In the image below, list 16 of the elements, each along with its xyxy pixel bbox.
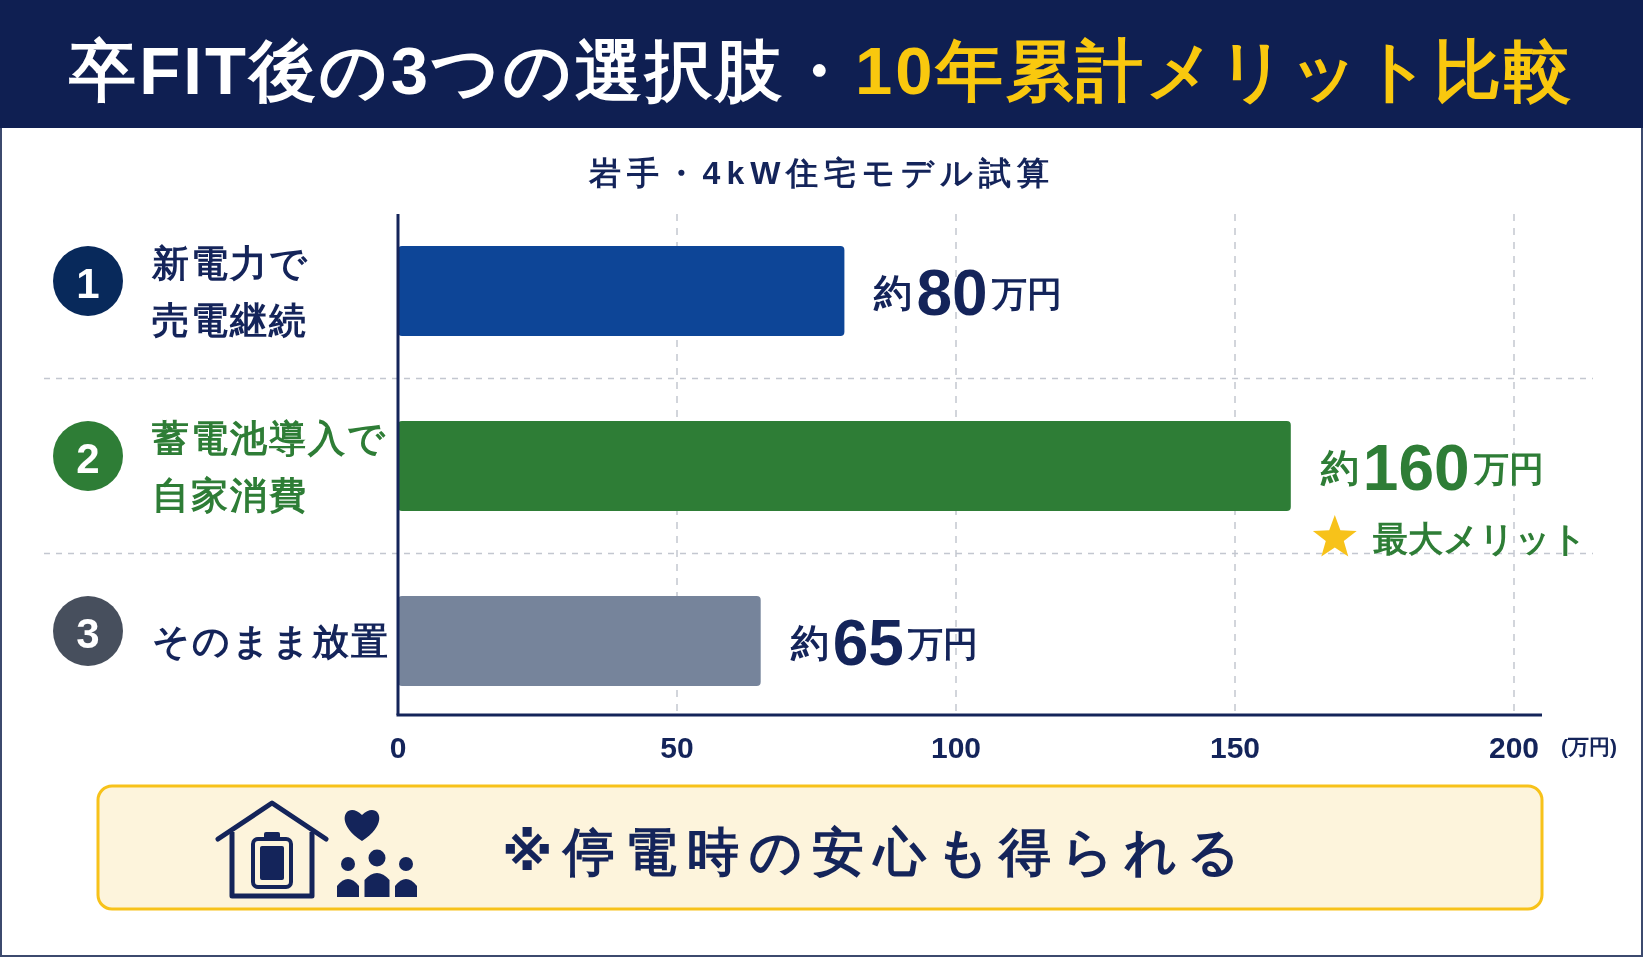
text: ※停電時の安心も得られる [502, 823, 1250, 881]
x-tick-label: 0 [389, 730, 407, 764]
chart-subtitle: 岩手・4kW住宅モデル試算 [587, 155, 1056, 191]
number-badge: 2 [53, 421, 123, 491]
x-axis-title: (万円) [1561, 734, 1617, 758]
y-tick-label: 蓄電池導入で自家消費 [152, 417, 387, 515]
x-tick-label: 100 [930, 730, 982, 764]
chart-title: 卒FIT後の3つの選択肢・10年累計メリット比較 [68, 32, 1574, 108]
annotation: 最大メリット [1372, 518, 1587, 558]
y-tick-label: そのまま放置 [152, 620, 390, 662]
x-tick-label: 150 [1209, 730, 1261, 764]
x-tick-label: 200 [1488, 730, 1540, 764]
y-tick-label: 新電力で売電継続 [152, 242, 309, 340]
x-tick-label: 50 [660, 730, 694, 764]
number-badge: 1 [53, 246, 123, 316]
number-badge: 3 [53, 596, 123, 666]
